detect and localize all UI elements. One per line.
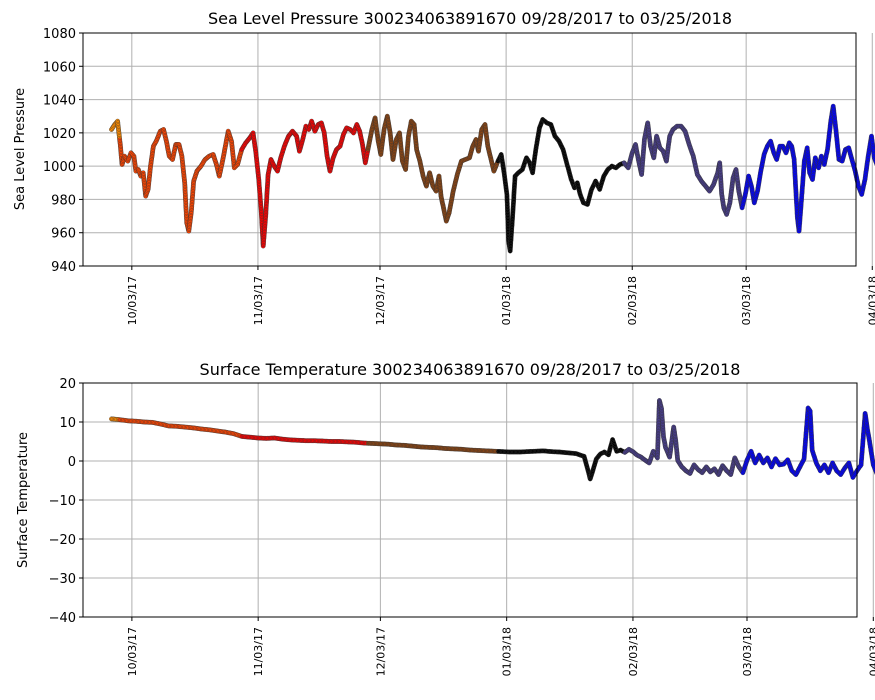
x-tick-label: 12/03/17 xyxy=(374,627,387,676)
pressure-axes: Sea Level Pressure 300234063891670 09/28… xyxy=(13,9,875,325)
y-tick-label: −30 xyxy=(49,572,76,587)
y-tick-label: 980 xyxy=(51,193,76,208)
y-tick-label: 10 xyxy=(59,416,76,431)
y-tick-label: −40 xyxy=(49,611,76,626)
y-tick-label: 960 xyxy=(51,227,76,242)
y-tick-label: 1040 xyxy=(43,94,76,109)
x-tick-label: 12/03/17 xyxy=(374,276,387,325)
temperature-x-ticks: 10/03/17 11/03/17 12/03/17 01/03/18 02/03/18… xyxy=(126,617,875,676)
y-tick-label: 0 xyxy=(68,455,76,470)
x-tick-label: 11/03/17 xyxy=(252,627,265,676)
x-tick-label: 10/03/17 xyxy=(126,627,139,676)
x-tick-label: 01/03/18 xyxy=(501,627,514,676)
temperature-axes: Surface Temperature 300234063891670 09/2… xyxy=(16,360,875,676)
y-tick-label: 1020 xyxy=(43,127,76,142)
x-tick-label: 04/03/18 xyxy=(867,627,875,676)
x-tick-label: 01/03/18 xyxy=(500,276,513,325)
pressure-x-ticks: 10/03/17 11/03/17 12/03/17 01/03/18 02/03/18… xyxy=(126,266,875,325)
pressure-chart-title: Sea Level Pressure 300234063891670 09/28… xyxy=(208,9,732,28)
temperature-chart-title: Surface Temperature 300234063891670 09/2… xyxy=(200,360,741,379)
y-tick-label: 1080 xyxy=(43,27,76,42)
temperature-y-ticks: −40 −30 −20 −10 0 10 20 xyxy=(49,377,83,626)
y-tick-label: 1060 xyxy=(43,60,76,75)
x-tick-label: 11/03/17 xyxy=(252,276,265,325)
pressure-series xyxy=(109,103,875,254)
y-tick-label: −10 xyxy=(49,494,76,509)
x-tick-label: 02/03/18 xyxy=(627,627,640,676)
pressure-y-ticks: 940 960 980 1000 1020 1040 1060 1080 xyxy=(43,27,83,275)
x-tick-label: 03/03/18 xyxy=(741,627,754,676)
temperature-grid xyxy=(83,382,874,618)
y-tick-label: 1000 xyxy=(43,160,76,175)
x-tick-label: 02/03/18 xyxy=(626,276,639,325)
pressure-y-axis-label: Sea Level Pressure xyxy=(13,88,28,210)
x-tick-label: 10/03/17 xyxy=(126,276,139,325)
y-tick-label: 20 xyxy=(59,377,76,392)
y-tick-label: 940 xyxy=(51,260,76,275)
x-tick-label: 03/03/18 xyxy=(740,276,753,325)
temperature-series xyxy=(109,398,875,482)
x-tick-label: 04/03/18 xyxy=(866,276,875,325)
temperature-y-axis-label: Surface Temperature xyxy=(16,432,31,568)
y-tick-label: −20 xyxy=(49,533,76,548)
